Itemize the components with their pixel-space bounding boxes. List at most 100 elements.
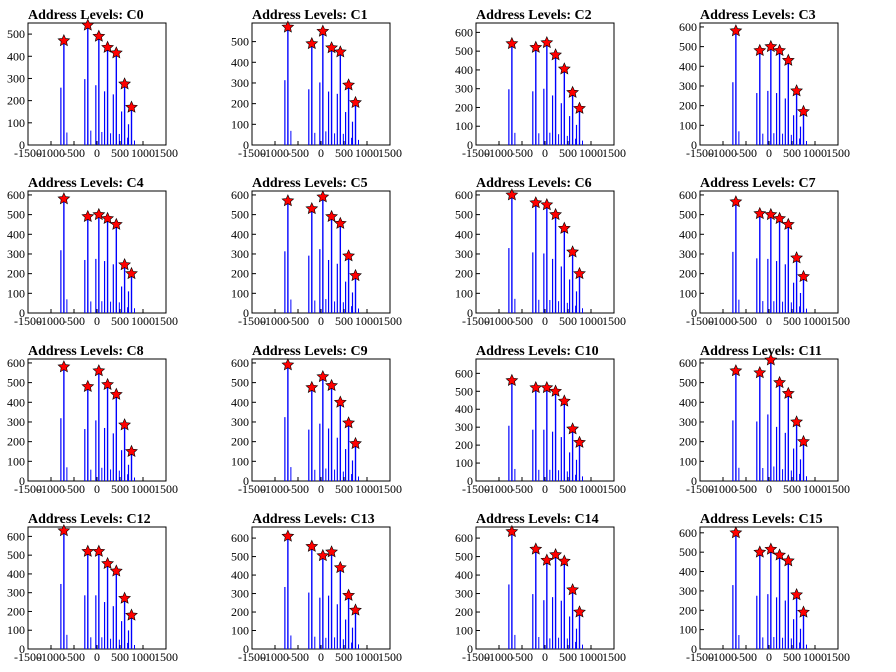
level-star-marker [325, 545, 338, 558]
y-tick-label: 0 [243, 306, 249, 320]
level-star-marker [566, 422, 580, 435]
x-tick-label: -500 [63, 146, 85, 160]
x-tick-label: -1500 [462, 314, 490, 328]
x-tick-label: 500 [335, 314, 353, 328]
chart-panel-15: Address Levels: C15 0 100 200 300 400 500 600 -1… [679, 512, 850, 664]
x-tick-label: 1500 [602, 314, 626, 328]
y-tick-label: 100 [455, 456, 473, 470]
x-tick-label: -1500 [238, 482, 266, 496]
level-star-marker [529, 380, 543, 394]
y-tick-label: 400 [7, 567, 25, 581]
level-star-marker [109, 217, 123, 230]
y-tick-label: 600 [231, 188, 249, 202]
x-tick-label: -1500 [14, 650, 42, 664]
y-tick-label: 600 [679, 526, 697, 540]
x-tick-label: 500 [783, 314, 801, 328]
x-tick-label: -1000 [485, 482, 513, 496]
level-star-marker [125, 444, 138, 457]
level-star-marker [529, 196, 543, 209]
x-tick-label: -1500 [14, 314, 42, 328]
x-tick-label: 1000 [803, 146, 827, 160]
y-tick-label: 300 [231, 76, 249, 90]
y-tick-label: 300 [7, 71, 25, 85]
y-tick-label: 600 [679, 20, 697, 34]
level-star-marker [333, 216, 347, 229]
x-tick-label: 500 [111, 482, 129, 496]
x-tick-label: 1000 [131, 650, 155, 664]
y-tick-label: 100 [455, 624, 473, 638]
y-tick-label: 100 [679, 623, 697, 637]
y-tick-label: 100 [231, 286, 249, 300]
plot-frame [27, 22, 167, 146]
y-tick-label: 500 [679, 545, 697, 559]
chart-title: Address Levels: C7 [700, 176, 816, 191]
level-star-marker [529, 542, 543, 555]
level-star-marker [349, 95, 362, 109]
level-star-marker [92, 29, 106, 42]
x-tick-label: -1000 [261, 482, 289, 496]
y-tick-label: 300 [231, 587, 249, 601]
x-tick-label: 0 [542, 650, 548, 664]
level-star-marker [101, 40, 114, 53]
y-tick-label: 400 [231, 55, 249, 69]
x-tick-label: -1000 [261, 650, 289, 664]
y-tick-label: 0 [467, 474, 473, 488]
x-tick-label: 1500 [602, 146, 626, 160]
plot-frame [699, 358, 839, 482]
level-star-marker [349, 268, 362, 282]
y-tick-label: 600 [455, 188, 473, 202]
level-star-marker [505, 373, 519, 386]
y-tick-label: 100 [231, 117, 249, 131]
plot-frame [27, 526, 167, 650]
level-star-marker [118, 258, 132, 271]
y-tick-label: 600 [455, 366, 473, 380]
x-tick-label: -1000 [485, 650, 513, 664]
x-tick-label: -1500 [686, 482, 714, 496]
x-tick-label: -500 [287, 314, 309, 328]
y-tick-label: 100 [455, 119, 473, 133]
y-tick-label: 400 [7, 49, 25, 63]
level-star-marker [125, 266, 138, 280]
x-tick-label: -500 [511, 650, 533, 664]
y-tick-label: 500 [7, 208, 25, 222]
x-tick-label: 500 [111, 314, 129, 328]
y-tick-label: 600 [7, 356, 25, 370]
y-tick-label: 0 [467, 306, 473, 320]
plot-frame [251, 526, 391, 650]
x-tick-label: -1000 [485, 146, 513, 160]
x-tick-label: 1500 [378, 482, 402, 496]
chart-title: Address Levels: C15 [700, 512, 823, 527]
level-star-marker [316, 548, 330, 562]
level-star-marker [753, 43, 767, 57]
level-star-marker [316, 190, 330, 203]
x-tick-label: 500 [111, 650, 129, 664]
y-tick-label: 500 [231, 376, 249, 390]
y-tick-label: 500 [7, 27, 25, 41]
y-tick-label: 300 [679, 584, 697, 598]
level-star-marker [753, 206, 767, 220]
x-tick-label: -1500 [686, 314, 714, 328]
chart-title: Address Levels: C10 [476, 344, 599, 359]
level-star-marker [529, 40, 543, 53]
x-tick-label: 1500 [826, 482, 850, 496]
plot-frame [27, 358, 167, 482]
x-tick-label: 1000 [131, 482, 155, 496]
level-star-marker [342, 416, 356, 429]
x-tick-label: -1000 [37, 650, 65, 664]
y-tick-label: 300 [7, 415, 25, 429]
level-star-marker [316, 369, 330, 383]
level-star-marker [125, 100, 138, 113]
y-tick-label: 200 [679, 99, 697, 113]
level-star-marker [92, 364, 106, 377]
y-tick-label: 200 [231, 97, 249, 111]
level-star-marker [109, 564, 123, 577]
x-tick-label: 1000 [579, 314, 603, 328]
level-star-marker [729, 24, 743, 37]
level-star-marker [101, 556, 114, 570]
x-tick-label: -1500 [238, 314, 266, 328]
x-tick-label: 500 [559, 314, 577, 328]
chart-panel-2: Address Levels: C2 0 100 200 300 400 500 600 -15… [455, 8, 626, 160]
plot-frame [475, 358, 615, 482]
level-star-marker [505, 524, 519, 538]
